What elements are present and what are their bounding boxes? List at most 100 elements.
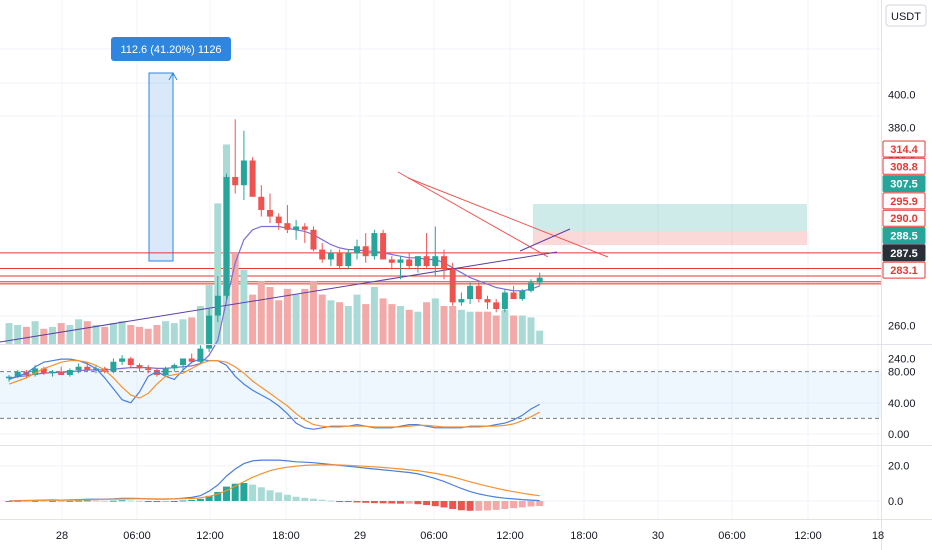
- time-axis[interactable]: 28 06:00 12:00 18:00 29 06:00 12:00 18:00 30 06:0…: [56, 530, 884, 542]
- position-tool[interactable]: [533, 204, 807, 245]
- candle-body: [501, 292, 508, 309]
- resistance-trendline-upper[interactable]: [407, 177, 609, 258]
- support-trendline[interactable]: [0, 251, 558, 343]
- candle[interactable]: [136, 363, 143, 372]
- volume-bar: [153, 325, 161, 344]
- macd-histogram-bar: [127, 500, 135, 502]
- trend-drawings[interactable]: [0, 171, 609, 343]
- macd-histogram-bar: [327, 500, 335, 502]
- candle[interactable]: [310, 226, 317, 252]
- candle[interactable]: [319, 242, 326, 263]
- candle-body: [293, 226, 300, 230]
- candle[interactable]: [214, 275, 221, 323]
- candle[interactable]: [6, 374, 12, 382]
- price-label-badge: 288.5: [882, 227, 926, 244]
- candle[interactable]: [501, 289, 508, 313]
- macd-histogram-bar: [75, 500, 83, 502]
- candle[interactable]: [397, 256, 404, 280]
- candle[interactable]: [493, 299, 500, 313]
- candle[interactable]: [536, 272, 543, 286]
- candle[interactable]: [458, 292, 465, 306]
- candle[interactable]: [528, 279, 534, 293]
- candle[interactable]: [467, 282, 474, 305]
- candle[interactable]: [327, 249, 334, 267]
- candles[interactable]: [6, 119, 543, 382]
- candle[interactable]: [119, 355, 126, 366]
- breakout-trendline[interactable]: [519, 228, 571, 252]
- horizontal-lines[interactable]: [0, 252, 881, 285]
- volume-bar: [109, 323, 117, 344]
- candle[interactable]: [249, 157, 256, 197]
- candle[interactable]: [284, 205, 291, 234]
- candle-body: [301, 226, 308, 230]
- candle[interactable]: [519, 289, 526, 301]
- candle-body: [319, 249, 326, 260]
- measure-tool[interactable]: 112.6 (41.20%) 1126: [111, 37, 231, 262]
- volume-bar: [249, 294, 257, 344]
- candle[interactable]: [362, 233, 369, 263]
- candle[interactable]: [441, 249, 447, 280]
- candle[interactable]: [388, 256, 395, 270]
- candle[interactable]: [275, 213, 282, 230]
- macd-histogram-bar: [275, 492, 283, 501]
- resistance-trendline-lower[interactable]: [397, 171, 549, 258]
- candle-body: [49, 371, 56, 374]
- candle[interactable]: [371, 229, 378, 260]
- macd-histogram-bar: [353, 501, 361, 503]
- candle[interactable]: [267, 193, 273, 224]
- candle[interactable]: [180, 358, 186, 371]
- price-tick-label: 400.0: [888, 89, 916, 101]
- price-label-badge: 290.0: [882, 209, 926, 227]
- candle[interactable]: [240, 130, 247, 201]
- time-tick-label: 06:00: [420, 530, 448, 542]
- macd-histogram-bar: [144, 501, 152, 502]
- candle[interactable]: [406, 252, 413, 270]
- candle-body: [536, 277, 543, 283]
- volume-bar: [484, 311, 491, 344]
- candle[interactable]: [127, 356, 134, 369]
- candle[interactable]: [510, 285, 517, 300]
- volume-bar: [414, 311, 422, 344]
- candle[interactable]: [223, 173, 230, 300]
- price-label-badge: 307.5: [882, 175, 926, 193]
- currency-label: USDT: [891, 11, 921, 23]
- candle[interactable]: [432, 226, 439, 276]
- candle[interactable]: [449, 262, 456, 306]
- candle[interactable]: [301, 223, 308, 243]
- candle[interactable]: [58, 366, 65, 375]
- candle[interactable]: [423, 233, 430, 268]
- price-label-text: 288.5: [890, 231, 918, 243]
- candle[interactable]: [293, 219, 300, 240]
- candle-body: [110, 361, 117, 372]
- candle[interactable]: [354, 239, 360, 260]
- volume-bar: [266, 287, 274, 344]
- candle-body: [441, 256, 447, 270]
- candle[interactable]: [162, 366, 169, 377]
- volume-bar: [240, 269, 248, 344]
- macd-tick-label: 20.0: [888, 460, 909, 472]
- candle[interactable]: [345, 249, 352, 270]
- macd-histogram-bar: [240, 483, 248, 501]
- macd-histogram-bar: [397, 501, 404, 504]
- candle[interactable]: [336, 249, 343, 270]
- macd-histogram-bar: [475, 501, 483, 511]
- candle[interactable]: [232, 119, 239, 194]
- candle[interactable]: [258, 185, 265, 217]
- candle[interactable]: [66, 368, 73, 377]
- volume-bar: [283, 288, 291, 344]
- currency-button[interactable]: [885, 4, 927, 27]
- candle[interactable]: [380, 229, 387, 260]
- candle[interactable]: [153, 368, 160, 377]
- candle[interactable]: [484, 295, 491, 309]
- candle[interactable]: [414, 256, 421, 273]
- macd-histogram-bar: [118, 500, 126, 502]
- candle-body: [423, 256, 430, 267]
- macd-histogram-bar: [214, 491, 222, 501]
- candle[interactable]: [110, 358, 117, 374]
- candle[interactable]: [475, 282, 482, 303]
- volume-bar: [14, 325, 22, 344]
- candle[interactable]: [171, 363, 178, 372]
- candle[interactable]: [197, 345, 204, 364]
